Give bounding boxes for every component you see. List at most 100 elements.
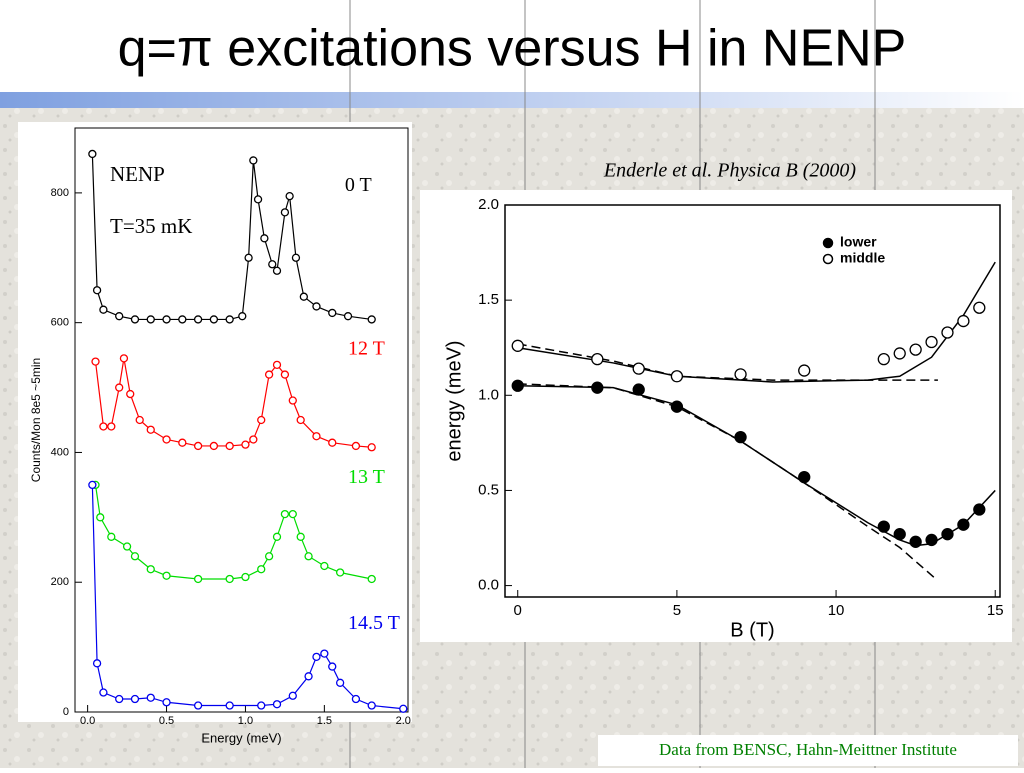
right-panel [420,190,1012,642]
data-point [304,672,313,681]
data-point [288,396,297,405]
data-point [670,370,684,383]
data-point [249,156,258,165]
data-point [135,415,144,425]
model-curve [517,385,996,547]
data-point [280,370,290,379]
legend-marker [822,253,834,265]
data-point [877,352,890,366]
data-point [288,509,297,519]
legend-marker [822,237,834,249]
data-point [893,528,906,541]
data-point [351,441,361,451]
data-point [178,315,187,324]
data-point [304,552,313,561]
citation: Enderle et al. Physica B (2000) [603,160,856,182]
x-tick-label: 1.5 [317,715,332,727]
data-point [241,572,250,582]
data-point [130,694,140,704]
y-tick-label: 200 [51,576,69,588]
data-point [335,678,345,687]
x-tick-label: 1.0 [238,715,253,727]
data-point [130,552,140,561]
data-point [92,286,102,295]
data-point [296,415,305,425]
credit-box [598,735,1018,766]
series-label: 12 T [348,338,385,360]
data-point [367,701,376,710]
data-point [343,312,353,321]
data-point [272,532,282,541]
x-axis-label: Energy (meV) [201,730,281,745]
data-point [280,509,290,519]
data-point [299,292,308,301]
y-tick-label: 400 [51,446,69,458]
data-point [257,701,266,710]
y-tick-label: 0.5 [478,481,499,498]
data-point [91,357,100,366]
y-axis-label: Counts/Mon 8e5 ~5min [29,358,43,482]
data-point [399,704,408,713]
data-point [591,381,604,394]
data-point [162,435,171,444]
data-point [367,574,376,584]
legend-label: middle [840,250,885,266]
slide-title: q=π excitations versus H in NENP [118,20,907,78]
data-point [367,315,376,324]
data-point [632,383,645,396]
data-point [99,422,108,431]
x-tick-label: 0.0 [80,715,95,727]
data-point [312,652,321,661]
data-point [244,253,253,262]
data-point [193,315,203,324]
data-point [209,315,219,324]
data-point [312,302,321,311]
series-label: 13 T [348,466,385,488]
data-point [119,354,129,363]
legend-label: lower [840,234,877,250]
data-point [92,659,102,668]
y-tick-label: 2.0 [478,196,499,213]
data-point [285,191,294,201]
title-bar [0,92,1024,108]
data-point [877,520,890,533]
data-point [146,315,155,324]
data-point [268,260,277,269]
data-point [734,368,747,381]
data-point [291,253,301,262]
data-point [351,694,361,704]
data-point [320,561,329,571]
series-label: 14.5 T [348,612,400,634]
data-point [99,688,108,697]
data-point [193,574,203,584]
data-point [130,315,140,324]
data-point [225,441,234,451]
x-tick-label: 2.0 [396,715,411,727]
data-point [335,568,345,577]
y-tick-label: 1.0 [478,386,499,403]
data-point [328,438,337,447]
data-point [272,360,282,369]
data-point [146,565,155,574]
data-point [264,552,274,561]
y-tick-label: 800 [51,187,69,199]
data-point [122,542,132,551]
data-point [107,422,116,431]
data-point [264,370,274,379]
plot-frame [504,204,1001,598]
data-point [126,389,135,399]
annotation: NENP [110,162,165,186]
data-point [511,379,524,392]
data-point [88,480,97,490]
data-point [925,533,938,547]
data-point [249,435,258,444]
data-point [88,149,97,159]
data-point [257,415,266,425]
data-point [925,335,938,349]
x-tick-label: 0.5 [159,715,174,727]
data-point [253,195,263,204]
data-point [178,438,187,447]
x-tick-label: 15 [987,602,1004,619]
data-point [734,431,747,444]
data-point [225,315,234,324]
